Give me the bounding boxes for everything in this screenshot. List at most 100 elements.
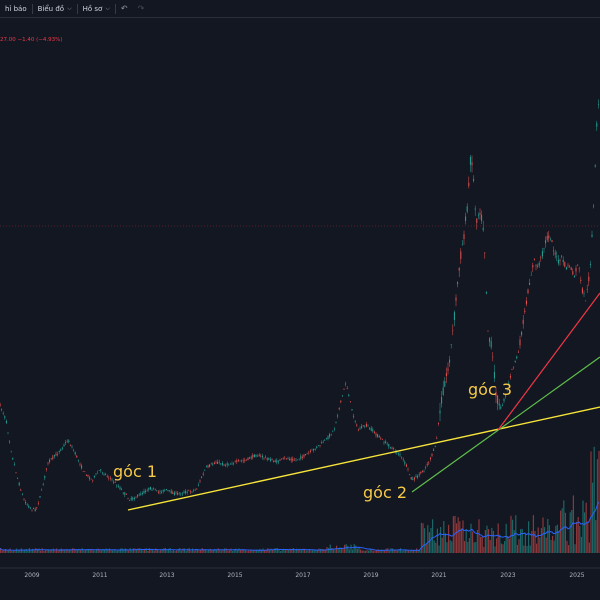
volume-bar [342, 548, 344, 553]
volume-bar [179, 548, 181, 553]
candle-body [557, 259, 559, 264]
candle-body [465, 216, 467, 221]
volume-bar [532, 515, 534, 553]
candle-body [98, 470, 100, 471]
candle-body [466, 206, 468, 212]
profile-menu-label: Hồ sơ [82, 4, 103, 13]
annotation-angle-3[interactable]: góc 3 [468, 380, 513, 399]
candle-body [543, 248, 545, 249]
trendline-angle-2[interactable] [411, 356, 600, 493]
redo-icon[interactable]: ↷ [137, 4, 145, 13]
candle-body [37, 503, 39, 504]
volume-bar [32, 548, 34, 553]
volume-bar [467, 541, 469, 553]
candle-body [273, 461, 275, 462]
volume-bar [521, 528, 523, 553]
annotation-angle-2[interactable]: góc 2 [363, 483, 408, 502]
volume-bar [220, 550, 222, 553]
candle-body [442, 387, 444, 395]
profile-menu-button[interactable]: Hồ sơ ⌵ [78, 0, 115, 17]
candle-body [519, 339, 521, 346]
volume-bar [473, 542, 475, 553]
candle-body [570, 267, 572, 270]
volume-bar [49, 550, 51, 553]
candle-body [586, 289, 588, 290]
candle-body [450, 344, 452, 345]
candle-body [386, 443, 388, 445]
candle-body [372, 429, 374, 432]
candle-body [148, 487, 150, 490]
candle-body [149, 486, 151, 490]
candle-body [20, 489, 22, 491]
trendline-angle-3[interactable] [497, 292, 600, 431]
volume-bar [478, 519, 480, 553]
candle-body [26, 504, 28, 505]
candle-body [391, 447, 393, 449]
candle-body [63, 444, 65, 446]
price-change-readout: 27.00 −1.40 (−4.93%) [0, 37, 63, 43]
volume-bar [310, 550, 312, 553]
candle-body [65, 442, 67, 443]
volume-bar [78, 548, 80, 553]
volume-bar [134, 548, 136, 553]
volume-bar [9, 548, 11, 553]
candle-body [564, 262, 566, 267]
candle-body [135, 497, 137, 499]
chart-menu-button[interactable]: Biểu đồ ⌵ [33, 0, 77, 17]
volume-bar [219, 549, 221, 553]
candle-body [497, 395, 499, 404]
candle-body [205, 466, 207, 467]
volume-bar [153, 550, 155, 553]
volume-bar [67, 549, 69, 553]
volume-bar [582, 500, 584, 553]
candle-body [562, 259, 564, 263]
volume-bar [419, 550, 421, 553]
volume-bar [174, 551, 176, 553]
volume-bar [257, 550, 259, 553]
volume-bar [547, 519, 549, 553]
candle-body [276, 460, 278, 463]
candle-body [404, 461, 406, 464]
volume-bar [360, 549, 362, 553]
volume-bar [283, 548, 285, 553]
volume-bar [563, 500, 565, 553]
candle-body [143, 491, 145, 494]
volume-bar [339, 547, 341, 553]
trendline-angle-1[interactable] [127, 406, 600, 511]
candle-body [201, 476, 203, 478]
volume-bar [382, 549, 384, 553]
volume-bar [520, 529, 522, 553]
volume-bar [155, 548, 157, 553]
candle-body [244, 460, 246, 462]
volume-bar [555, 525, 557, 553]
volume-bar [129, 548, 131, 553]
volume-bar [356, 548, 358, 553]
candle-body [439, 410, 441, 414]
volume-bar [275, 548, 277, 553]
indicators-button[interactable]: hỉ báo [0, 0, 32, 17]
candle-body [377, 434, 379, 437]
annotation-angle-1[interactable]: góc 1 [113, 462, 158, 481]
volume-bar [481, 537, 483, 553]
candle-body [220, 463, 222, 465]
candle-body [311, 449, 313, 451]
candle-body [213, 462, 215, 464]
candle-body [469, 157, 471, 165]
volume-bar [468, 538, 470, 553]
volume-bar [105, 548, 107, 553]
candle-body [261, 455, 263, 458]
volume-bar [281, 549, 283, 553]
volume-bar [83, 550, 85, 553]
candle-body [353, 415, 355, 417]
candle-body [498, 403, 500, 406]
candle-body [351, 409, 353, 411]
candle-body [189, 491, 191, 493]
undo-icon[interactable]: ↶ [120, 4, 128, 13]
volume-bar [190, 550, 192, 553]
volume-bar [433, 540, 435, 553]
candle-body [308, 452, 310, 454]
candle-body [455, 297, 457, 301]
candle-body [508, 382, 510, 384]
volume-bar [270, 548, 272, 553]
